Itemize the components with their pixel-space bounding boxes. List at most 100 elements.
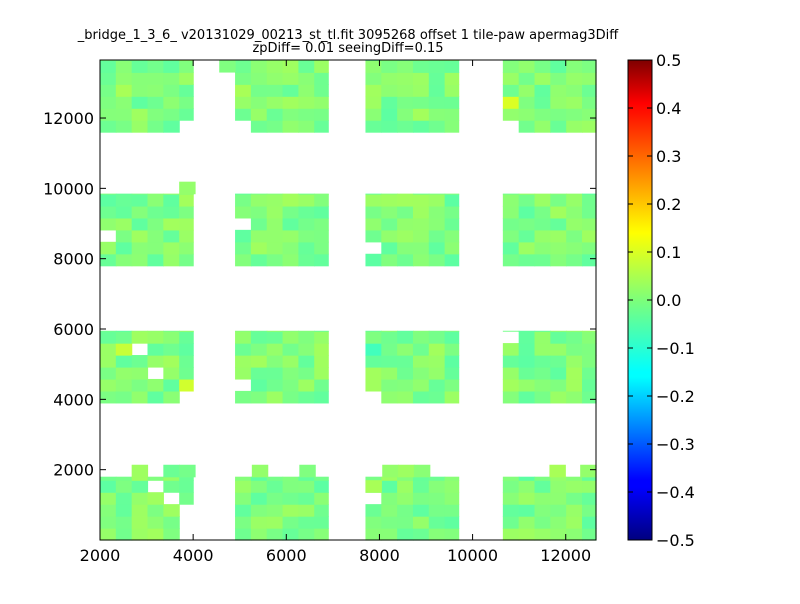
- heatmap-cell-227: [381, 355, 398, 368]
- heatmap-cell-128: [566, 504, 583, 517]
- heatmap-cell-191: [266, 378, 284, 392]
- heatmap-cell-421: [444, 193, 460, 207]
- heatmap-cell-328: [163, 241, 180, 255]
- heatmap-cell-573: [412, 60, 430, 73]
- heatmap-cell-226: [381, 366, 398, 380]
- heatmap-cell-484: [131, 60, 149, 73]
- heatmap-cell-295: [582, 366, 597, 380]
- heatmap-cell-344: [235, 205, 252, 219]
- heatmap-cell-440: [534, 217, 551, 231]
- heatmap-cell-184: [250, 378, 268, 392]
- heatmap-cell-132: [582, 528, 597, 541]
- heatmap-cell-426: [502, 217, 520, 231]
- heatmap-cell-628: [582, 60, 597, 73]
- heatmap-cell-542: [314, 96, 329, 109]
- heatmap-cell-577: [428, 96, 446, 109]
- heatmap-cell-271: [518, 330, 536, 332]
- heatmap-cell-229: [381, 331, 398, 344]
- heatmap-cell-108: [518, 528, 536, 541]
- heatmap-cell-325: [147, 193, 164, 207]
- heatmap-cell-411: [428, 229, 446, 243]
- heatmap-cell-161: [147, 343, 164, 356]
- heatmap-cell-117: [534, 492, 551, 505]
- heatmap-cell-195: [266, 331, 284, 344]
- heatmap-cell-317: [131, 205, 149, 219]
- heatmap-cell-463: [582, 193, 597, 207]
- heatmap-cell-435: [518, 193, 536, 207]
- heatmap-cell-490: [147, 72, 164, 85]
- heatmap-cell-414: [428, 193, 446, 207]
- heatmap-cell-595: [518, 120, 536, 133]
- heatmap-cell-311: [115, 193, 133, 207]
- heatmap-cell-237: [397, 330, 414, 332]
- heatmap-cell-531: [282, 60, 299, 73]
- heatmap-cell-415: [428, 193, 446, 195]
- heatmap-cell-288: [566, 366, 583, 380]
- heatmap-cell-103: [502, 516, 520, 529]
- heatmap-cell-302: [100, 217, 117, 231]
- heatmap-cell-400: [397, 193, 414, 207]
- heatmap-cell-332: [163, 193, 180, 207]
- heatmap-cell-586: [444, 72, 460, 85]
- heatmap-cell-636: [299, 464, 316, 478]
- heatmap-cell-403: [412, 241, 430, 255]
- heatmap-cells: [100, 60, 597, 541]
- heatmap-cell-472: [115, 120, 133, 133]
- heatmap-cell-292: [566, 330, 583, 332]
- heatmap-cell-460: [582, 229, 597, 243]
- heatmap-cell-455: [566, 205, 583, 219]
- heatmap-cell-630: [219, 60, 236, 73]
- heatmap-cell-337: [179, 217, 194, 231]
- x-tick-label-2: 6000: [266, 546, 307, 565]
- heatmap-cell-372: [298, 205, 315, 219]
- heatmap-cell-86: [412, 504, 430, 517]
- heatmap-cell-253: [444, 378, 460, 392]
- heatmap-cell-29: [179, 480, 194, 493]
- heatmap-cell-230: [381, 330, 398, 332]
- heatmap-cell-638: [398, 464, 415, 478]
- heatmap-cell-222: [365, 331, 382, 344]
- heatmap-cell-376: [314, 241, 329, 255]
- heatmap-cell-593: [502, 60, 520, 73]
- heatmap-cell-283: [550, 343, 567, 356]
- heatmap-cell-176: [179, 330, 194, 332]
- heatmap-cell-583: [444, 108, 460, 121]
- heatmap-cell-300: [100, 253, 117, 267]
- heatmap-cell-166: [163, 366, 180, 380]
- heatmap-cell-109: [518, 516, 536, 529]
- heatmap-cell-418: [444, 229, 460, 243]
- heatmap-cell-45: [266, 504, 284, 517]
- heatmap-cell-370: [298, 229, 315, 243]
- heatmap-cell-186: [250, 355, 268, 368]
- heatmap-cell-53: [282, 480, 299, 493]
- heatmap-cell-236: [397, 331, 414, 344]
- heatmap-cell-355: [266, 241, 284, 255]
- heatmap-cell-60: [298, 476, 315, 481]
- heatmap-cell-377: [314, 229, 329, 243]
- heatmap-cell-258: [444, 330, 460, 332]
- heatmap-cell-164: [163, 390, 180, 404]
- heatmap-cell-296: [582, 355, 597, 368]
- heatmap-cell-456: [566, 193, 583, 207]
- heatmap-cell-517: [250, 60, 268, 73]
- heatmap-cell-384: [365, 217, 382, 231]
- heatmap-cell-563: [397, 96, 414, 109]
- heatmap-cell-438: [534, 241, 551, 255]
- heatmap-cell-193: [266, 355, 284, 368]
- heatmap-cell-305: [100, 193, 117, 195]
- heatmap-cell-243: [412, 331, 430, 344]
- heatmap-cell-371: [298, 217, 315, 231]
- heatmap-cell-572: [412, 72, 430, 85]
- heatmap-cell-19: [147, 516, 164, 529]
- heatmap-cell-74: [381, 504, 398, 517]
- heatmap-cell-534: [298, 108, 315, 121]
- heatmap-cell-134: [582, 504, 597, 517]
- heatmap-cell-267: [518, 366, 536, 380]
- heatmap-cell-41: [250, 480, 268, 493]
- heatmap-cell-2: [100, 504, 117, 517]
- heatmap-cell-63: [314, 504, 329, 517]
- heatmap-cell-135: [582, 492, 597, 505]
- heatmap-cell-92: [428, 504, 446, 517]
- heatmap-cell-528: [282, 96, 299, 109]
- heatmap-cell-585: [444, 84, 460, 97]
